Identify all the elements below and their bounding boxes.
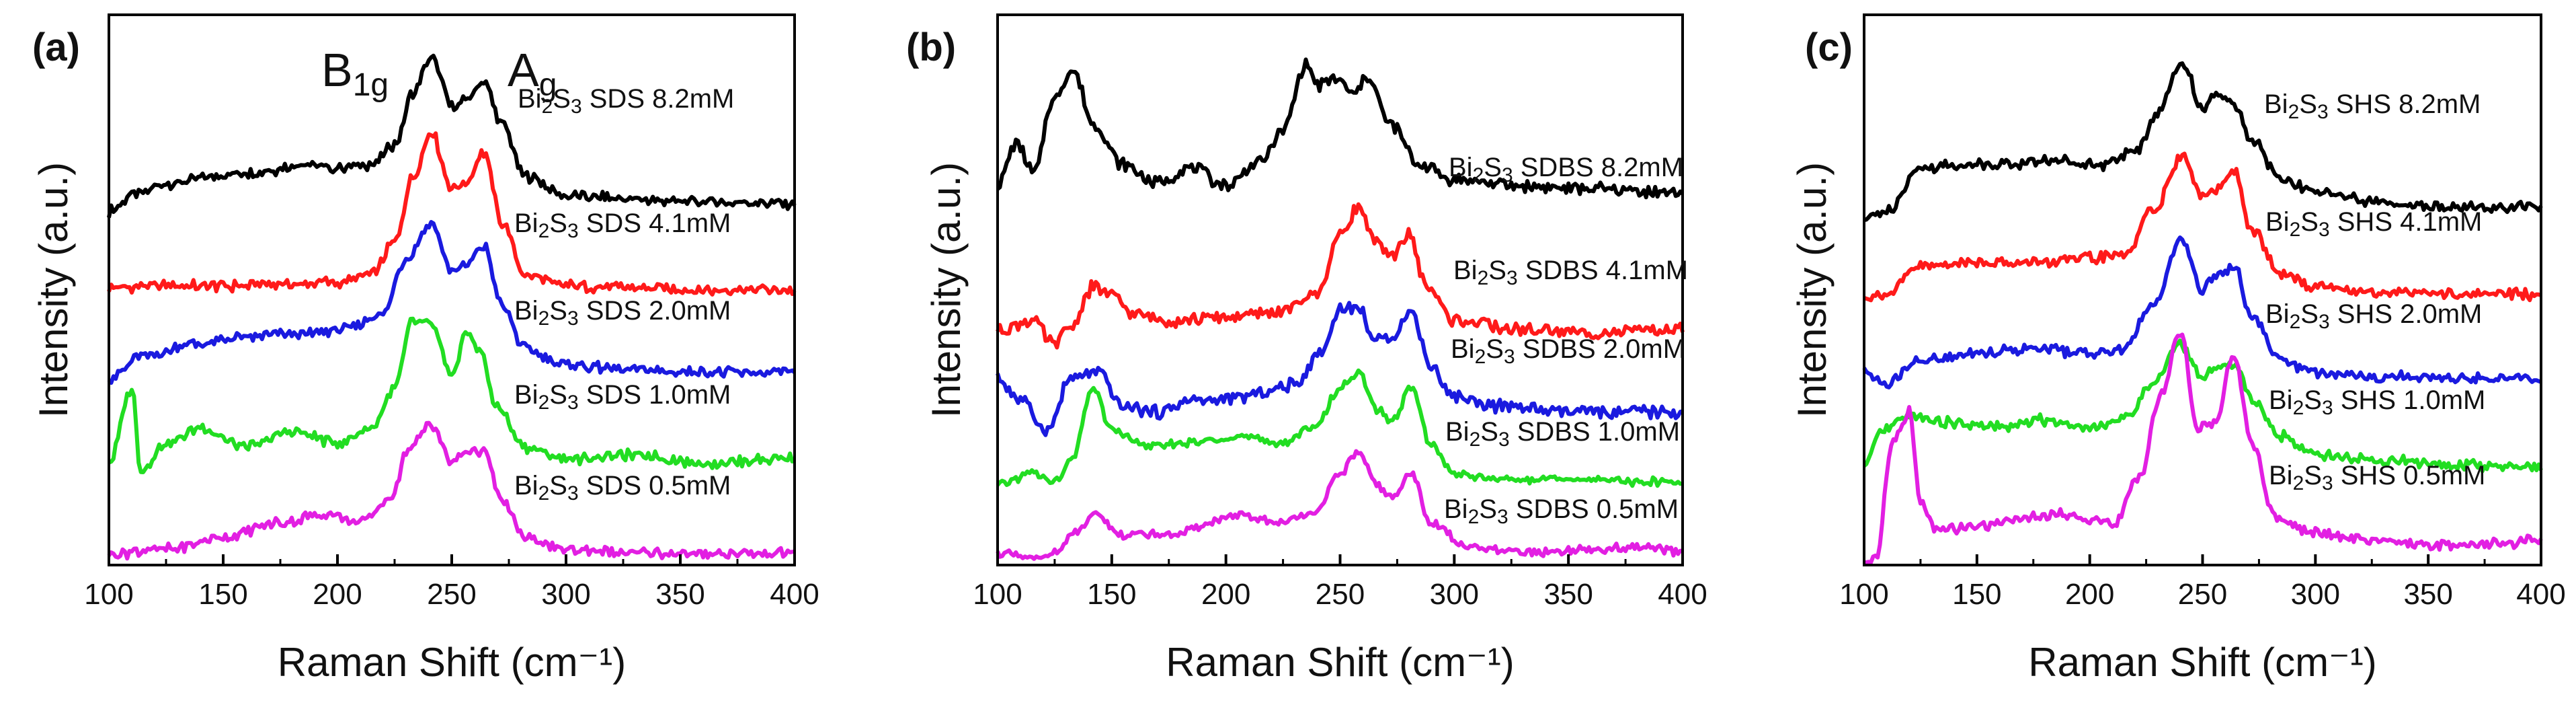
series-line-bi2s3-sds-4.1mm (107, 131, 797, 297)
x-tick-label: 400 (2516, 578, 2565, 611)
series-label: Bi2S3 SDS 1.0mM (514, 380, 731, 414)
series-label: Bi2S3 SDBS 4.1mM (1453, 256, 1688, 289)
series-label: Bi2S3 SDBS 0.5mM (1444, 494, 1679, 528)
x-tick-label: 300 (1430, 578, 1479, 611)
x-tick-label: 200 (2065, 578, 2114, 611)
x-axis-title: Raman Shift (cm⁻¹) (1166, 640, 1514, 685)
x-tick-label: 350 (655, 578, 705, 611)
x-axis-title: Raman Shift (cm⁻¹) (278, 640, 626, 685)
series-line-bi2s3-shs-0.5mm (1863, 332, 2543, 565)
series-line-bi2s3-sdbs-4.1mm (996, 202, 1685, 350)
x-tick-label: 250 (1316, 578, 1365, 611)
series-label: Bi2S3 SDBS 8.2mM (1449, 153, 1683, 186)
series-label: Bi2S3 SDS 4.1mM (514, 209, 731, 242)
series-line-bi2s3-sds-1.0mm (108, 316, 796, 474)
series-label: Bi2S3 SDS 2.0mM (514, 296, 731, 330)
peak-annotation: B1g (321, 44, 389, 103)
panel-letter: (c) (1805, 26, 1853, 69)
series-line-bi2s3-sds-0.5mm (107, 420, 795, 561)
series-line-bi2s3-sds-8.2mm (107, 53, 797, 219)
series-line-bi2s3-shs-1.0mm (1863, 338, 2543, 474)
panel-c: 100 150 200 250 300 350 400 Raman Shift (cm⁻¹) I… (1789, 13, 2566, 685)
y-axis-title: Intensity (a.u.) (1789, 162, 1835, 418)
series-line-bi2s3-shs-2.0mm (1862, 235, 2542, 389)
x-tick-label: 150 (1952, 578, 2001, 611)
x-tick-label: 350 (1543, 578, 1593, 611)
series-line-bi2s3-sdbs-2.0mm (996, 301, 1683, 437)
peak-annotation: Ag (508, 44, 557, 103)
series-line-bi2s3-shs-4.1mm (1863, 151, 2542, 303)
series-line-bi2s3-sdbs-8.2mm (996, 57, 1685, 200)
x-tick-label: 100 (973, 578, 1022, 611)
x-tick-label: 150 (198, 578, 247, 611)
x-tick-label: 100 (84, 578, 133, 611)
series-line-bi2s3-sdbs-0.5mm (996, 449, 1683, 561)
series-line-bi2s3-sdbs-1.0mm (996, 368, 1683, 488)
panel-letter: (a) (32, 26, 80, 69)
panel-letter: (b) (906, 26, 956, 69)
x-tick-label: 350 (2403, 578, 2452, 611)
series-line-bi2s3-sds-2.0mm (107, 220, 796, 385)
y-axis-title: Intensity (a.u.) (924, 162, 969, 418)
x-axis-title: Raman Shift (cm⁻¹) (2028, 640, 2376, 685)
x-tick-label: 250 (427, 578, 476, 611)
series-label: Bi2S3 SDS 8.2mM (518, 84, 734, 118)
series-label: Bi2S3 SHS 0.5mM (2269, 461, 2485, 494)
series-label: Bi2S3 SDBS 2.0mM (1451, 334, 1685, 368)
x-tick-label: 400 (1658, 578, 1707, 611)
series-label: Bi2S3 SHS 8.2mM (2264, 89, 2481, 123)
series-label: Bi2S3 SDS 0.5mM (514, 471, 731, 505)
x-tick-label: 200 (313, 578, 362, 611)
x-tick-label: 250 (2178, 578, 2227, 611)
x-tick-label: 300 (541, 578, 590, 611)
y-axis-title: Intensity (a.u.) (31, 162, 76, 418)
series-label: Bi2S3 SHS 2.0mM (2265, 299, 2482, 333)
x-tick-label: 200 (1201, 578, 1250, 611)
x-tick-label: 100 (1839, 578, 1888, 611)
panel-b: 100 150 200 250 300 350 400 Raman Shift (cm⁻¹) I… (906, 13, 1707, 685)
series-label: Bi2S3 SHS 1.0mM (2269, 385, 2485, 419)
panel-a: 100 150 200 250 300 350 400 Raman Shift (cm⁻¹) I… (31, 13, 819, 685)
x-tick-label: 150 (1087, 578, 1136, 611)
series-label: Bi2S3 SHS 4.1mM (2265, 207, 2482, 241)
series-line-bi2s3-shs-8.2mm (1863, 61, 2543, 223)
x-tick-label: 300 (2291, 578, 2340, 611)
x-tick-label: 400 (770, 578, 819, 611)
series-label: Bi2S3 SDBS 1.0mM (1445, 417, 1680, 451)
